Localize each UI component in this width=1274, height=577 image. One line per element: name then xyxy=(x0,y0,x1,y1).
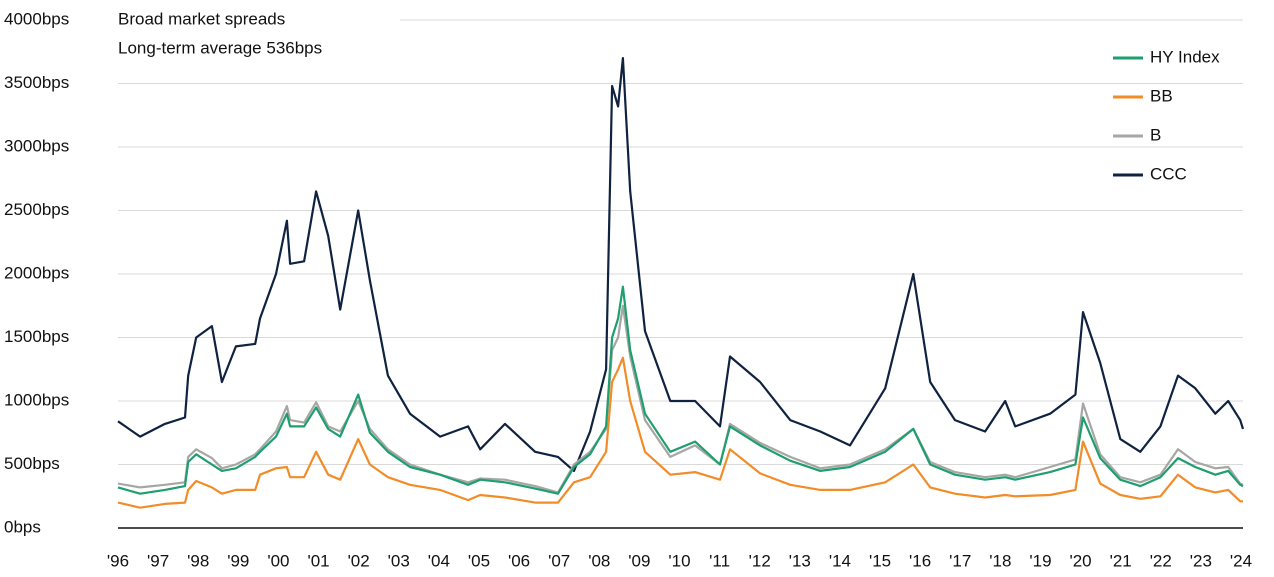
y-tick-label: 2000bps xyxy=(4,263,69,282)
x-tick-label: '09 xyxy=(628,551,650,570)
foreground: 0bps 500bps 1000bps 1500bps 2000bps 2500bps 30… xyxy=(4,9,1252,570)
x-tick-label: '23 xyxy=(1190,551,1212,570)
y-tick-label: 1500bps xyxy=(4,327,69,346)
chart-subtitle: Long-term average 536bps xyxy=(118,38,322,57)
x-tick-label: '16 xyxy=(909,551,931,570)
x-tick-label: '19 xyxy=(1029,551,1051,570)
x-tick-label: '99 xyxy=(227,551,249,570)
y-tick-label: 3000bps xyxy=(4,136,69,155)
chart-title: Broad market spreads xyxy=(118,9,285,28)
legend-label: HY Index xyxy=(1150,47,1220,66)
series-line xyxy=(117,356,1243,509)
legend-label: B xyxy=(1150,125,1161,144)
x-tick-label: '10 xyxy=(668,551,690,570)
x-tick-label: '17 xyxy=(949,551,971,570)
x-tick-label: '13 xyxy=(789,551,811,570)
x-tick-label: '21 xyxy=(1110,551,1132,570)
x-tick-label: '96 xyxy=(107,551,129,570)
x-tick-label: '05 xyxy=(468,551,490,570)
grid xyxy=(118,19,1243,529)
legend-label: CCC xyxy=(1150,164,1187,183)
x-tick-label: '20 xyxy=(1069,551,1091,570)
x-tick-label: '22 xyxy=(1150,551,1172,570)
x-tick-label: '02 xyxy=(348,551,370,570)
x-tick-label: '97 xyxy=(147,551,169,570)
x-tick-label: '00 xyxy=(267,551,289,570)
x-tick-label: '01 xyxy=(307,551,329,570)
x-tick-label: '12 xyxy=(749,551,771,570)
series-line xyxy=(117,304,1244,494)
y-tick-label: 1000bps xyxy=(4,390,69,409)
y-tick-label: 3500bps xyxy=(4,73,69,92)
y-tick-label: 4000bps xyxy=(4,9,69,28)
y-tick-label: 500bps xyxy=(4,454,60,473)
x-tick-label: '18 xyxy=(989,551,1011,570)
y-tick-label: 0bps xyxy=(4,517,41,536)
x-tick-label: '08 xyxy=(588,551,610,570)
x-tick-label: '24 xyxy=(1230,551,1252,570)
x-tick-label: '14 xyxy=(829,551,851,570)
legend-label: BB xyxy=(1150,86,1173,105)
lines xyxy=(117,57,1245,509)
x-tick-label: '15 xyxy=(869,551,891,570)
x-tick-label: '11 xyxy=(709,551,730,570)
x-tick-label: '06 xyxy=(508,551,530,570)
x-tick-label: '04 xyxy=(428,551,450,570)
x-tick-label: '07 xyxy=(548,551,570,570)
x-tick-label: '03 xyxy=(388,551,410,570)
title-backdrop xyxy=(110,0,400,70)
y-tick-label: 2500bps xyxy=(4,200,69,219)
series-line xyxy=(117,57,1245,472)
series-line xyxy=(117,285,1244,495)
x-tick-label: '98 xyxy=(187,551,209,570)
